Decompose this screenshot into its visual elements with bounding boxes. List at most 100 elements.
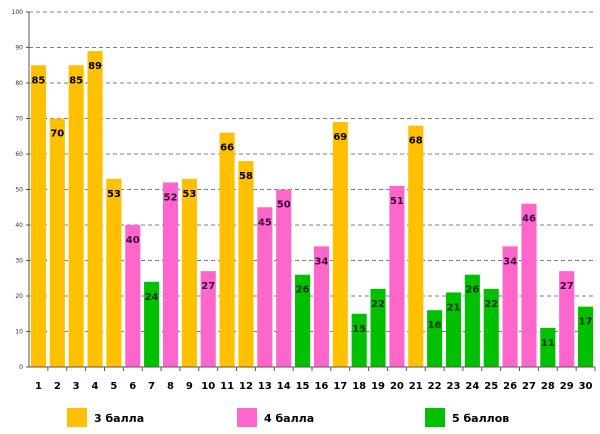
y-tick-label: 60	[15, 151, 23, 158]
y-tick-label: 40	[15, 222, 23, 229]
data-label: 26	[465, 285, 479, 296]
x-tick-label: 26	[503, 381, 517, 392]
data-label: 85	[69, 75, 83, 86]
x-tick-label: 10	[201, 381, 215, 392]
x-tick-label: 15	[296, 381, 310, 392]
x-tick-label: 23	[447, 381, 461, 392]
data-label: 11	[541, 338, 555, 349]
bar	[181, 178, 197, 367]
bar	[332, 122, 348, 367]
legend-swatch	[237, 408, 257, 427]
bar	[313, 246, 329, 367]
x-tick-label: 5	[110, 381, 117, 392]
bar	[30, 65, 46, 367]
x-tick-label: 9	[186, 381, 193, 392]
data-label: 26	[296, 285, 310, 296]
data-label: 22	[371, 299, 385, 310]
x-tick-label: 7	[148, 381, 155, 392]
bar	[351, 313, 367, 367]
x-tick-label: 4	[92, 381, 99, 392]
data-label: 58	[239, 171, 253, 182]
data-label: 46	[522, 214, 536, 225]
y-tick-label: 70	[15, 116, 23, 123]
bar	[521, 203, 537, 367]
legend-label: 4 балла	[264, 412, 314, 425]
y-tick-label: 100	[12, 9, 24, 16]
x-tick-label: 14	[277, 381, 291, 392]
data-label: 69	[333, 132, 347, 143]
legend-label: 5 баллов	[452, 412, 509, 425]
bar	[464, 274, 480, 367]
y-tick-label: 80	[15, 80, 23, 87]
bar	[219, 132, 235, 367]
data-label: 27	[201, 281, 215, 292]
x-tick-label: 8	[167, 381, 174, 392]
bar	[483, 288, 499, 367]
data-label: 45	[258, 217, 272, 228]
x-tick-label: 12	[239, 381, 253, 392]
x-tick-label: 27	[522, 381, 536, 392]
bar	[276, 189, 292, 367]
data-label: 70	[50, 129, 64, 140]
bar	[540, 327, 556, 367]
legend-swatch	[67, 408, 87, 427]
bar	[578, 306, 594, 367]
x-tick-label: 1	[35, 381, 42, 392]
data-label: 16	[428, 320, 442, 331]
data-label: 24	[145, 292, 159, 303]
data-label: 52	[164, 192, 178, 203]
x-tick-label: 19	[371, 381, 385, 392]
y-tick-label: 90	[15, 45, 23, 52]
bar	[408, 125, 424, 367]
y-tick-label: 20	[15, 293, 23, 300]
bar	[427, 310, 443, 367]
bar	[295, 274, 311, 367]
legend-swatch	[425, 408, 445, 427]
bar	[502, 246, 518, 367]
x-tick-label: 18	[352, 381, 366, 392]
bar	[238, 161, 254, 367]
data-label: 66	[220, 143, 234, 154]
x-tick-label: 11	[220, 381, 234, 392]
x-tick-label: 25	[484, 381, 498, 392]
x-tick-label: 13	[258, 381, 272, 392]
legend-label: 3 балла	[94, 412, 144, 425]
bar	[68, 65, 84, 367]
x-tick-label: 21	[409, 381, 423, 392]
bar	[106, 178, 122, 367]
x-tick-label: 17	[333, 381, 347, 392]
y-tick-label: 30	[15, 258, 23, 265]
bar	[125, 225, 141, 367]
bar	[559, 271, 575, 367]
data-label: 21	[447, 302, 461, 313]
data-label: 40	[126, 235, 140, 246]
y-tick-label: 50	[15, 187, 23, 194]
y-tick-label: 10	[15, 329, 23, 336]
x-tick-label: 16	[314, 381, 328, 392]
data-label: 27	[560, 281, 574, 292]
x-tick-label: 20	[390, 381, 404, 392]
data-label: 15	[352, 324, 366, 335]
data-label: 85	[31, 75, 45, 86]
data-label: 17	[579, 317, 593, 328]
data-label: 51	[390, 196, 404, 207]
bar	[445, 292, 462, 367]
data-label: 22	[484, 299, 498, 310]
x-tick-label: 24	[465, 381, 479, 392]
bar	[370, 288, 386, 367]
bar	[87, 51, 103, 368]
data-label: 53	[107, 189, 121, 200]
x-tick-label: 2	[54, 381, 61, 392]
data-label: 68	[409, 136, 423, 147]
x-tick-label: 29	[560, 381, 574, 392]
x-tick-label: 3	[73, 381, 80, 392]
bar	[200, 271, 216, 367]
x-tick-label: 30	[579, 381, 593, 392]
bar	[162, 182, 179, 367]
bar	[49, 118, 65, 367]
data-label: 53	[182, 189, 196, 200]
y-tick-label: 0	[19, 364, 23, 371]
x-tick-label: 6	[129, 381, 136, 392]
x-tick-label: 22	[428, 381, 442, 392]
